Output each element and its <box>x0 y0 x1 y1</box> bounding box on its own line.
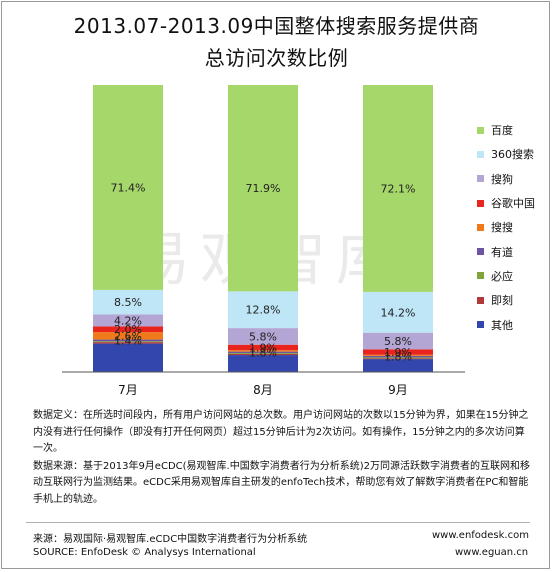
chart-subtitle: 总访问次数比例 <box>204 46 349 70</box>
data-label: 2.6% <box>114 330 142 343</box>
legend-swatch <box>477 199 484 207</box>
data-label: 1.9% <box>384 346 412 359</box>
data-label: 4.2% <box>114 314 142 327</box>
data-label: 1.9% <box>249 341 277 354</box>
bar-segment <box>363 332 433 350</box>
chart-title: 2013.07-2013.09中国整体搜索服务提供商 <box>73 14 480 38</box>
data-definition-note: 数据定义：在所选时间段内，所有用户访问网站的总次数。用户访问网站的次数以15分钟… <box>33 410 529 454</box>
legend-swatch <box>477 150 484 158</box>
bar-segment <box>228 353 298 354</box>
legend-label: 搜狗 <box>491 172 513 186</box>
bar-segment <box>363 354 433 356</box>
legend-item: 其他 <box>477 312 549 336</box>
data-label: 1.8% <box>384 351 412 364</box>
legend-item: 搜搜 <box>477 215 549 239</box>
data-label: 71.9% <box>246 182 281 195</box>
legend-swatch <box>477 223 484 231</box>
bar-segment <box>228 350 298 352</box>
legend-label: 搜搜 <box>491 221 513 235</box>
data-label: 5.8% <box>249 330 277 343</box>
legend-label: 百度 <box>491 124 513 138</box>
data-label: 12.8% <box>246 304 281 317</box>
bar-segment <box>363 357 433 359</box>
bar-segment <box>93 289 163 315</box>
data-label: 14.2% <box>381 306 416 319</box>
bar-segment <box>363 291 433 333</box>
legend-label: 谷歌中国 <box>491 197 535 211</box>
bar-segment <box>363 358 433 360</box>
legend-item: 谷歌中国 <box>477 191 549 215</box>
legend-swatch <box>477 321 484 329</box>
legend-swatch <box>477 175 484 183</box>
legend-swatch <box>477 272 484 280</box>
legend-label: 其他 <box>491 318 513 332</box>
x-tick-label: 8月 <box>253 383 273 397</box>
bar-segment <box>363 355 433 358</box>
legend-swatch <box>477 296 484 304</box>
bar-segment <box>93 343 163 372</box>
legend-item: 必应 <box>477 264 549 288</box>
legend-item: 百度 <box>477 118 549 142</box>
data-source-note: 数据来源：基于2013年9月eCDC(易观智库.中国数字消费者行为分析系统)2万… <box>33 460 530 505</box>
bar-segment <box>228 344 298 351</box>
notes: 数据定义：在所选时间段内，所有用户访问网站的总次数。用户访问网站的次数以15分钟… <box>33 408 533 509</box>
bar-segment <box>93 339 163 342</box>
legend-item: 搜狗 <box>477 167 549 191</box>
legend-item: 360搜索 <box>477 142 549 166</box>
legend-label: 即刻 <box>491 294 513 308</box>
bar-segment <box>228 351 298 354</box>
bar-segment <box>363 349 433 355</box>
legend-swatch <box>477 126 484 134</box>
bar-segment <box>93 332 163 340</box>
data-label: 71.4% <box>111 181 146 194</box>
bar-segment <box>93 341 163 343</box>
bar-segment <box>228 353 298 356</box>
footer-divider <box>26 522 530 523</box>
footer-url-enfodesk[interactable]: www.enfodesk.com <box>432 530 529 541</box>
bar-segment <box>93 314 163 327</box>
legend-label: 有道 <box>491 245 513 259</box>
data-label: 72.1% <box>381 182 416 195</box>
bar-segment <box>228 291 298 329</box>
bar-segment <box>93 326 163 333</box>
bar-segment <box>228 355 298 372</box>
bar-segment <box>363 85 433 292</box>
legend-item: 有道 <box>477 239 549 263</box>
legend-label: 必应 <box>491 269 513 283</box>
bar-segment <box>93 342 163 344</box>
bar-segment <box>93 85 163 290</box>
legend-label: 360搜索 <box>491 148 534 162</box>
bar-segment <box>363 359 433 372</box>
data-label: 8.5% <box>114 296 142 309</box>
data-label: 1.4% <box>114 334 142 347</box>
legend-swatch <box>477 248 484 256</box>
data-label: 2.0% <box>114 323 142 336</box>
data-label: 1.8% <box>249 346 277 359</box>
footer-source-cn: 来源：易观国际·易观智库.eCDC中国数字消费者行为分析系统 <box>33 534 308 545</box>
x-tick-label: 7月 <box>118 383 138 397</box>
legend-item: 即刻 <box>477 288 549 312</box>
data-label: 5.8% <box>384 335 412 348</box>
x-tick-label: 9月 <box>388 383 408 397</box>
chart-legend: 百度 360搜索搜狗谷歌中国搜搜有道必应即刻其他 <box>477 118 549 337</box>
bar-segment <box>228 85 298 292</box>
footer-source-en: SOURCE: EnfoDesk © Analysys Internationa… <box>33 547 256 558</box>
bar-segment <box>228 328 298 345</box>
footer-url-eguan[interactable]: www.eguan.cn <box>455 547 529 558</box>
